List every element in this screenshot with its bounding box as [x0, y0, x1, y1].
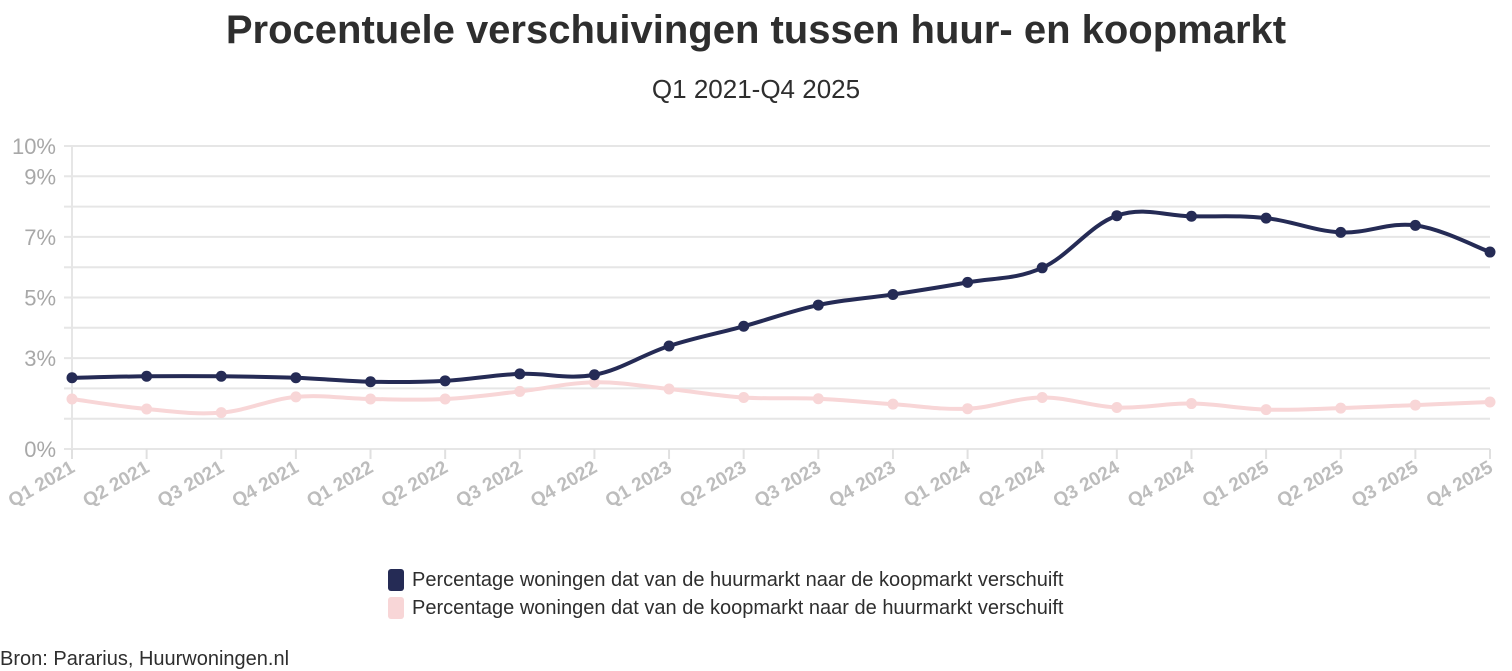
x-tick-label: Q1 2024	[900, 457, 974, 512]
data-point	[887, 398, 899, 410]
x-tick-label: Q1 2021	[5, 457, 79, 512]
data-point	[439, 375, 451, 387]
y-tick-label: 9%	[24, 164, 56, 189]
data-point	[1335, 226, 1347, 238]
x-tick-label: Q4 2024	[1124, 457, 1198, 512]
series-line	[70, 380, 1492, 416]
x-tick-label: Q4 2022	[527, 457, 601, 512]
y-tick-label: 7%	[24, 225, 56, 250]
x-tick-label: Q1 2025	[1199, 457, 1273, 512]
x-tick-label: Q4 2021	[229, 457, 303, 512]
data-point	[141, 403, 153, 415]
data-point	[66, 372, 78, 384]
data-point	[812, 393, 824, 405]
data-point	[365, 376, 377, 388]
y-tick-label: 3%	[24, 346, 56, 371]
x-axis: Q1 2021 Q2 2021 Q3 2021 Q4 2021 Q1 2022 Q2 20…	[5, 449, 1497, 512]
data-point	[66, 393, 78, 405]
chart-subtitle: Q1 2021-Q4 2025	[651, 74, 861, 104]
x-tick-label: Q2 2023	[677, 457, 751, 512]
data-point	[738, 320, 750, 332]
data-point	[1409, 219, 1421, 231]
data-point	[290, 372, 302, 384]
legend-item-huur-naar-koop[interactable]: Percentage woningen dat van de huurmarkt…	[388, 566, 1063, 594]
x-tick-label: Q3 2024	[1050, 457, 1124, 512]
data-point	[514, 368, 526, 380]
line-chart: 0%3%5%7%9%10% Q1 2021 Q2 2021 Q3 2021 Q4 20…	[5, 134, 1497, 512]
x-tick-label: Q3 2023	[751, 457, 825, 512]
series-points	[66, 210, 1496, 419]
x-tick-label: Q2 2021	[79, 457, 153, 512]
x-tick-label: Q4 2025	[1423, 457, 1497, 512]
legend-label: Percentage woningen dat van de huurmarkt…	[412, 568, 1064, 591]
data-point	[962, 403, 974, 415]
series-lines	[70, 209, 1492, 416]
x-tick-label: Q1 2022	[303, 457, 377, 512]
x-tick-label: Q2 2022	[378, 457, 452, 512]
data-point	[1111, 210, 1123, 222]
data-point	[962, 276, 974, 288]
data-point	[141, 370, 153, 382]
x-tick-label: Q1 2023	[602, 457, 676, 512]
data-point	[1484, 246, 1496, 258]
data-point	[1185, 398, 1197, 410]
data-point	[1036, 391, 1048, 403]
data-point	[1111, 401, 1123, 413]
data-point	[663, 383, 675, 395]
data-point	[290, 391, 302, 403]
x-tick-label: Q4 2023	[826, 457, 900, 512]
y-tick-label: 5%	[24, 286, 56, 311]
data-point	[812, 299, 824, 311]
y-axis: 0% 3% 5% 7% 9% 10%	[12, 134, 56, 462]
data-point	[1260, 212, 1272, 224]
data-point	[215, 370, 227, 382]
y-tick-label: 10%	[12, 134, 56, 159]
data-point	[365, 393, 377, 405]
series-line	[70, 209, 1492, 385]
y-tick-label: 0%	[24, 437, 56, 462]
data-point	[663, 340, 675, 352]
legend-item-koop-naar-huur[interactable]: Percentage woningen dat van de koopmarkt…	[388, 594, 1063, 622]
x-tick-label: Q2 2025	[1274, 457, 1348, 512]
grid-lines	[64, 145, 1490, 457]
legend: Percentage woningen dat van de huurmarkt…	[388, 566, 1063, 622]
data-point	[439, 393, 451, 405]
data-point	[588, 376, 600, 388]
data-point	[1335, 402, 1347, 414]
x-tick-label: Q3 2025	[1348, 457, 1422, 512]
data-point	[588, 369, 600, 381]
data-point	[1185, 210, 1197, 222]
data-point	[738, 391, 750, 403]
data-point	[514, 385, 526, 397]
data-point	[1260, 404, 1272, 416]
x-tick-label: Q2 2024	[975, 457, 1049, 512]
data-point	[887, 288, 899, 300]
x-tick-label: Q3 2021	[154, 457, 228, 512]
data-point	[1036, 262, 1048, 274]
data-point	[1409, 399, 1421, 411]
data-point	[215, 407, 227, 419]
source-note: Bron: Pararius, Huurwoningen.nl	[0, 648, 290, 670]
x-tick-label: Q3 2022	[453, 457, 527, 512]
legend-swatch	[388, 597, 404, 619]
legend-label: Percentage woningen dat van de koopmarkt…	[412, 596, 1064, 619]
chart-title: Procentuele verschuivingen tussen huur- …	[225, 8, 1287, 52]
data-point	[1484, 396, 1496, 408]
legend-swatch	[388, 569, 404, 591]
